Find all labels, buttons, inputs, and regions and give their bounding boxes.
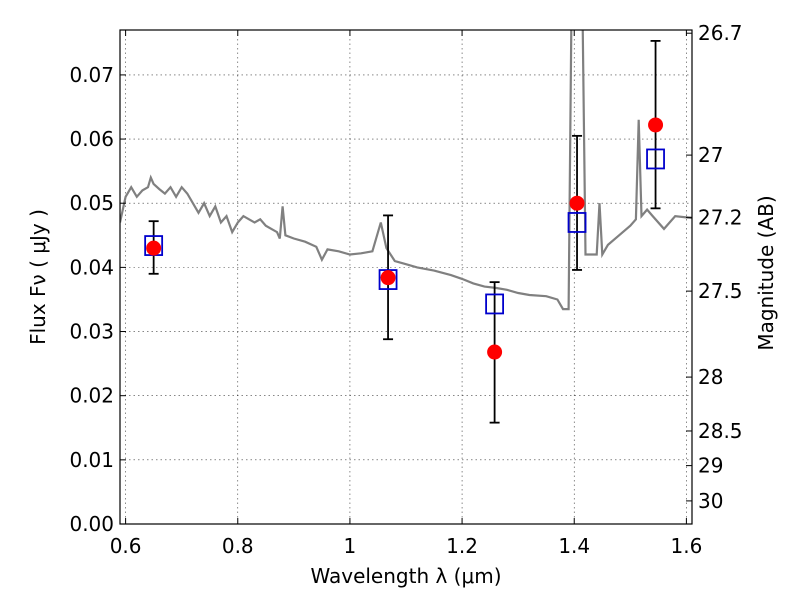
y-tick-label: 0.01: [69, 448, 114, 472]
y2-tick-label: 27: [698, 143, 723, 167]
y2-tick-label: 28: [698, 365, 723, 389]
observed-flux-point: [146, 240, 162, 256]
y-tick-label: 0.03: [69, 320, 114, 344]
model-photometry-square: [646, 148, 665, 170]
x-axis-title: Wavelength λ (μm): [310, 564, 501, 588]
x-tick-label: 0.8: [222, 534, 254, 558]
y-axis-title: Flux Fν ( μJy ): [26, 209, 50, 345]
x-tick-label: 1: [344, 534, 357, 558]
model-spectrum-line: [120, 30, 692, 311]
plot-frame: [119, 29, 693, 525]
x-tick-label: 1.2: [446, 534, 478, 558]
y-tick-label: 0.02: [69, 384, 114, 408]
y2-tick-label: 30: [698, 489, 723, 513]
model-photometry-square: [485, 293, 505, 315]
spectrum-layer: [120, 30, 692, 311]
y-tick-label: 0.07: [69, 63, 114, 87]
grid-layer: [120, 30, 692, 525]
y2-tick-label: 28.5: [698, 419, 743, 443]
x-tick-label: 1.4: [558, 534, 590, 558]
y2-axis-title: Magnitude (AB): [754, 195, 778, 350]
y2-tick-label: 27.5: [698, 279, 743, 303]
marks-layer: [144, 40, 665, 424]
y-tick-label: 0.05: [69, 191, 114, 215]
observed-flux-point: [380, 270, 396, 286]
observed-flux-point: [569, 195, 585, 211]
y-tick-label: 0.04: [69, 255, 114, 279]
y2-tick-label: 27.2: [698, 205, 743, 229]
y-tick-label: 0.06: [69, 127, 114, 151]
x-tick-label: 1.6: [670, 534, 702, 558]
ticks-layer: 0.6 0.8 1 1.2 1.4 1.6 0.00 0.01 0.02 0.03 0.04 0.05…: [69, 21, 742, 558]
y2-tick-label: 29: [698, 454, 723, 478]
observed-flux-point: [487, 344, 503, 360]
x-tick-label: 0.6: [110, 534, 142, 558]
model-photometry-square: [378, 269, 398, 290]
y2-tick-label: 26.7: [698, 21, 743, 45]
model-photometry-square: [567, 212, 587, 233]
y-tick-label: 0.00: [69, 512, 114, 536]
observed-flux-point: [648, 117, 664, 133]
